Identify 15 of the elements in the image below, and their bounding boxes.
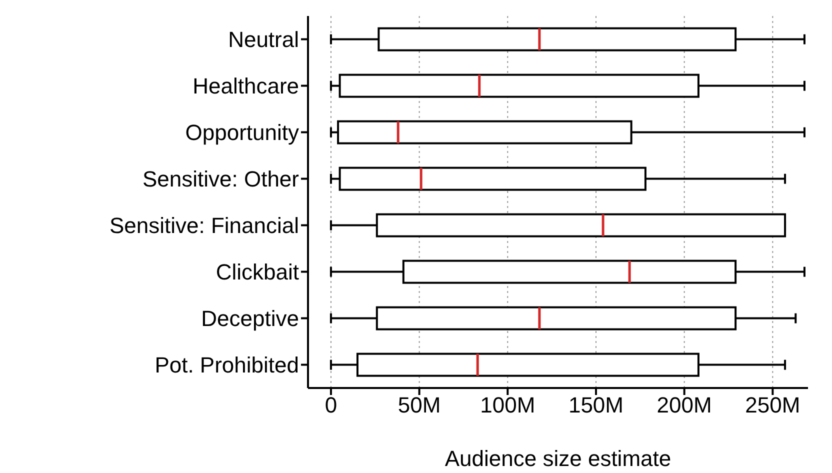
y-tick-label: Sensitive: Financial [109,213,299,238]
x-tick-label: 100M [480,392,536,418]
y-tick-label: Healthcare [192,74,299,99]
x-tick-label: 0 [324,392,338,418]
x-tick-label: 200M [656,392,712,418]
x-tick-label: 50M [398,392,441,418]
x-tick-label: 250M [745,392,800,418]
y-tick-label: Sensitive: Other [142,166,299,192]
y-tick-label: Clickbait [216,260,299,285]
x-tick-label: 150M [568,392,624,418]
y-tick-label: Opportunity [185,120,299,146]
y-tick-label: Neutral [228,27,299,52]
x-axis-title: Audience size estimate [444,446,672,471]
y-tick-label: Pot. Prohibited [154,352,299,378]
y-tick-label: Deceptive [201,306,299,332]
